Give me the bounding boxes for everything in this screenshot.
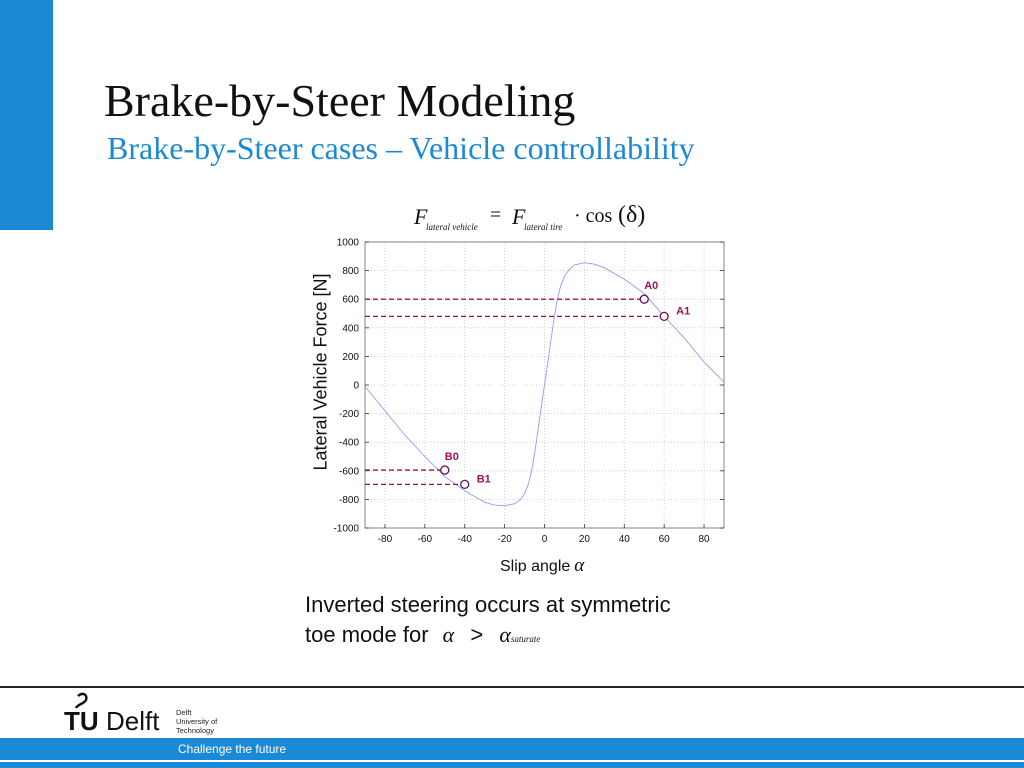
formula-rhs-subscript: lateral tire	[524, 222, 563, 232]
marker-b1	[460, 479, 470, 490]
y-tick-label: -600	[339, 466, 359, 477]
formula-argument: (δ)	[618, 202, 646, 228]
x-axis-label-text: Slip angle	[500, 558, 571, 575]
marker-a0	[639, 294, 649, 304]
x-tick-label: 80	[698, 534, 710, 545]
y-tick-label: 0	[353, 381, 359, 392]
footer-divider	[0, 686, 1024, 688]
formula-lhs: F	[414, 204, 428, 229]
x-tick-label: -40	[457, 534, 472, 545]
x-axis-label-symbol: α	[574, 555, 585, 576]
y-tick-label: 800	[342, 266, 359, 277]
x-tick-label: -80	[378, 534, 393, 545]
side-accent-bar	[0, 0, 53, 230]
x-tick-label: 0	[542, 534, 548, 545]
y-tick-label: 1000	[337, 238, 360, 249]
formula-equals: =	[490, 204, 502, 226]
formula-cos: · cos	[574, 205, 613, 227]
footer-band	[0, 738, 1024, 760]
force-formula: F lateral vehicle = F lateral tire · cos…	[412, 200, 672, 236]
point-label-a0: A0	[644, 280, 658, 292]
x-tick-label: 40	[619, 534, 631, 545]
logo-tu-text: TU	[64, 706, 99, 736]
y-tick-label: -400	[339, 438, 359, 449]
y-tick-label: 200	[342, 352, 359, 363]
note-alpha: α	[442, 622, 455, 647]
y-tick-label: 400	[342, 323, 359, 334]
y-tick-label: 600	[342, 295, 359, 306]
marker-b0	[440, 465, 450, 475]
note-greater-than: >	[470, 622, 484, 647]
slide-title: Brake-by-Steer Modeling	[104, 75, 576, 126]
y-tick-label: -800	[339, 495, 359, 506]
y-tick-label: -200	[339, 409, 359, 420]
university-name: Delft University of Technology	[176, 708, 217, 735]
note-alpha-saturate: α	[499, 622, 511, 647]
point-label-a1: A1	[676, 305, 690, 317]
university-name-line2: University of	[176, 717, 218, 726]
x-tick-label: -60	[418, 534, 433, 545]
note-line-2-prefix: toe mode for	[305, 622, 429, 647]
logo-t: TU	[64, 706, 99, 736]
tudelft-logo[interactable]: TU Delft	[64, 692, 174, 736]
x-tick-label: 20	[579, 534, 591, 545]
point-label-b1: B1	[477, 473, 491, 485]
university-name-line1: Delft	[176, 708, 192, 717]
slide-subtitle: Brake-by-Steer cases – Vehicle controlla…	[107, 130, 695, 166]
footer-band-bottom	[0, 762, 1024, 768]
formula-lhs-subscript: lateral vehicle	[426, 222, 478, 232]
x-tick-label: 60	[659, 534, 671, 545]
flame-icon	[74, 692, 88, 709]
point-label-b0: B0	[445, 451, 459, 463]
note-saturate-subscript: saturate	[510, 634, 541, 644]
x-axis-label: Slip angle α	[500, 555, 584, 577]
footer-tagline: Challenge the future	[178, 742, 287, 756]
y-tick-label: -1000	[333, 524, 359, 535]
observation-note: Inverted steering occurs at symmetric to…	[305, 590, 745, 654]
university-name-line3: Technology	[176, 726, 214, 735]
marker-a1	[659, 311, 669, 322]
note-line-2: toe mode for α > αsaturate	[305, 620, 745, 654]
note-line-1: Inverted steering occurs at symmetric	[305, 592, 671, 617]
x-tick-label: -20	[497, 534, 512, 545]
logo-delft-text: Delft	[106, 706, 160, 736]
formula-rhs: F	[512, 204, 526, 229]
force-chart: -80 -60 -40 -20 0 20 40 60 80-1000-800-600-400-2…	[333, 238, 725, 545]
force-curve	[364, 262, 725, 507]
